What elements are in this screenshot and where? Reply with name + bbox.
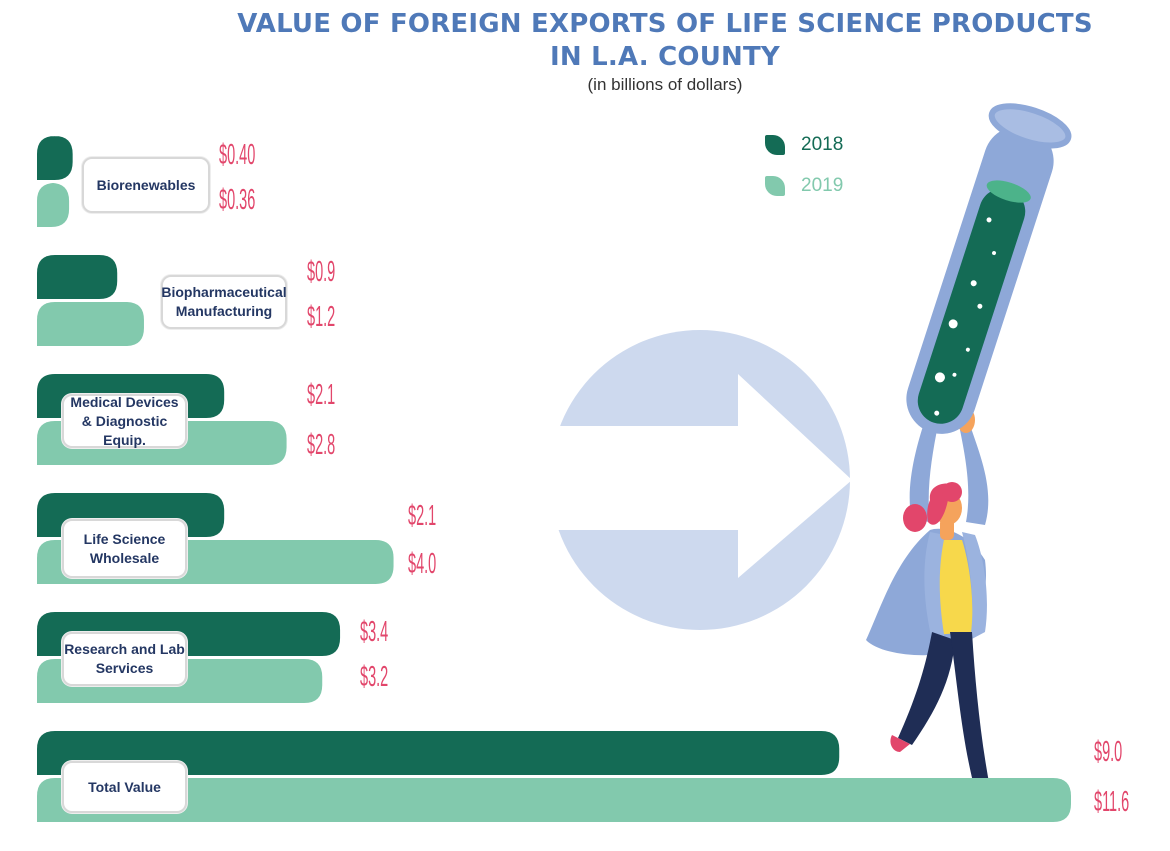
bar-2018-5 <box>37 731 840 775</box>
bar-2019-5 <box>37 778 1071 822</box>
data-label-2018: $2.1 <box>307 379 336 411</box>
bar-2018-1 <box>37 255 118 299</box>
data-label-2019: $11.6 <box>1094 786 1130 818</box>
legend-item: 2019 <box>765 175 843 197</box>
bar-2019-1 <box>37 302 144 346</box>
category-label: Medical Devices & Diagnostic Equip. <box>62 394 187 448</box>
legend-item: 2018 <box>765 134 843 156</box>
data-label-2019: $2.8 <box>307 429 336 461</box>
legend-swatch <box>765 176 785 196</box>
category-label: Total Value <box>62 761 187 813</box>
legend-label: 2018 <box>801 134 844 155</box>
data-label-2018: $0.9 <box>307 256 336 288</box>
data-label-2019: $0.36 <box>219 184 256 216</box>
chart-title-line-1: VALUE OF FOREIGN EXPORTS OF LIFE SCIENCE… <box>237 9 1093 39</box>
category-label: Life Science Wholesale <box>62 519 187 578</box>
data-label-2019: $3.2 <box>360 661 389 693</box>
category-label: Biorenewables <box>82 157 210 213</box>
legend-swatch <box>765 135 785 155</box>
data-label-2018: $9.0 <box>1094 736 1123 768</box>
data-label-2019: $4.0 <box>408 548 437 580</box>
chart-subtitle: (in billions of dollars) <box>587 75 743 94</box>
data-label-2018: $2.1 <box>408 500 437 532</box>
test-tube-icon <box>906 103 1072 434</box>
bar-2019-0 <box>37 183 70 227</box>
data-label-2018: $3.4 <box>360 616 389 648</box>
category-label: Biopharmaceutical Manufacturing <box>161 275 287 329</box>
scientist-figure-icon <box>866 400 992 798</box>
bar-2018-0 <box>37 136 73 180</box>
arrow-circle-icon <box>548 330 852 630</box>
data-label-2019: $1.2 <box>307 301 336 333</box>
category-label: Research and Lab Services <box>62 632 187 686</box>
data-label-2018: $0.40 <box>219 139 256 171</box>
legend-label: 2019 <box>801 175 844 196</box>
chart-title-line-2: IN L.A. COUNTY <box>550 42 780 72</box>
